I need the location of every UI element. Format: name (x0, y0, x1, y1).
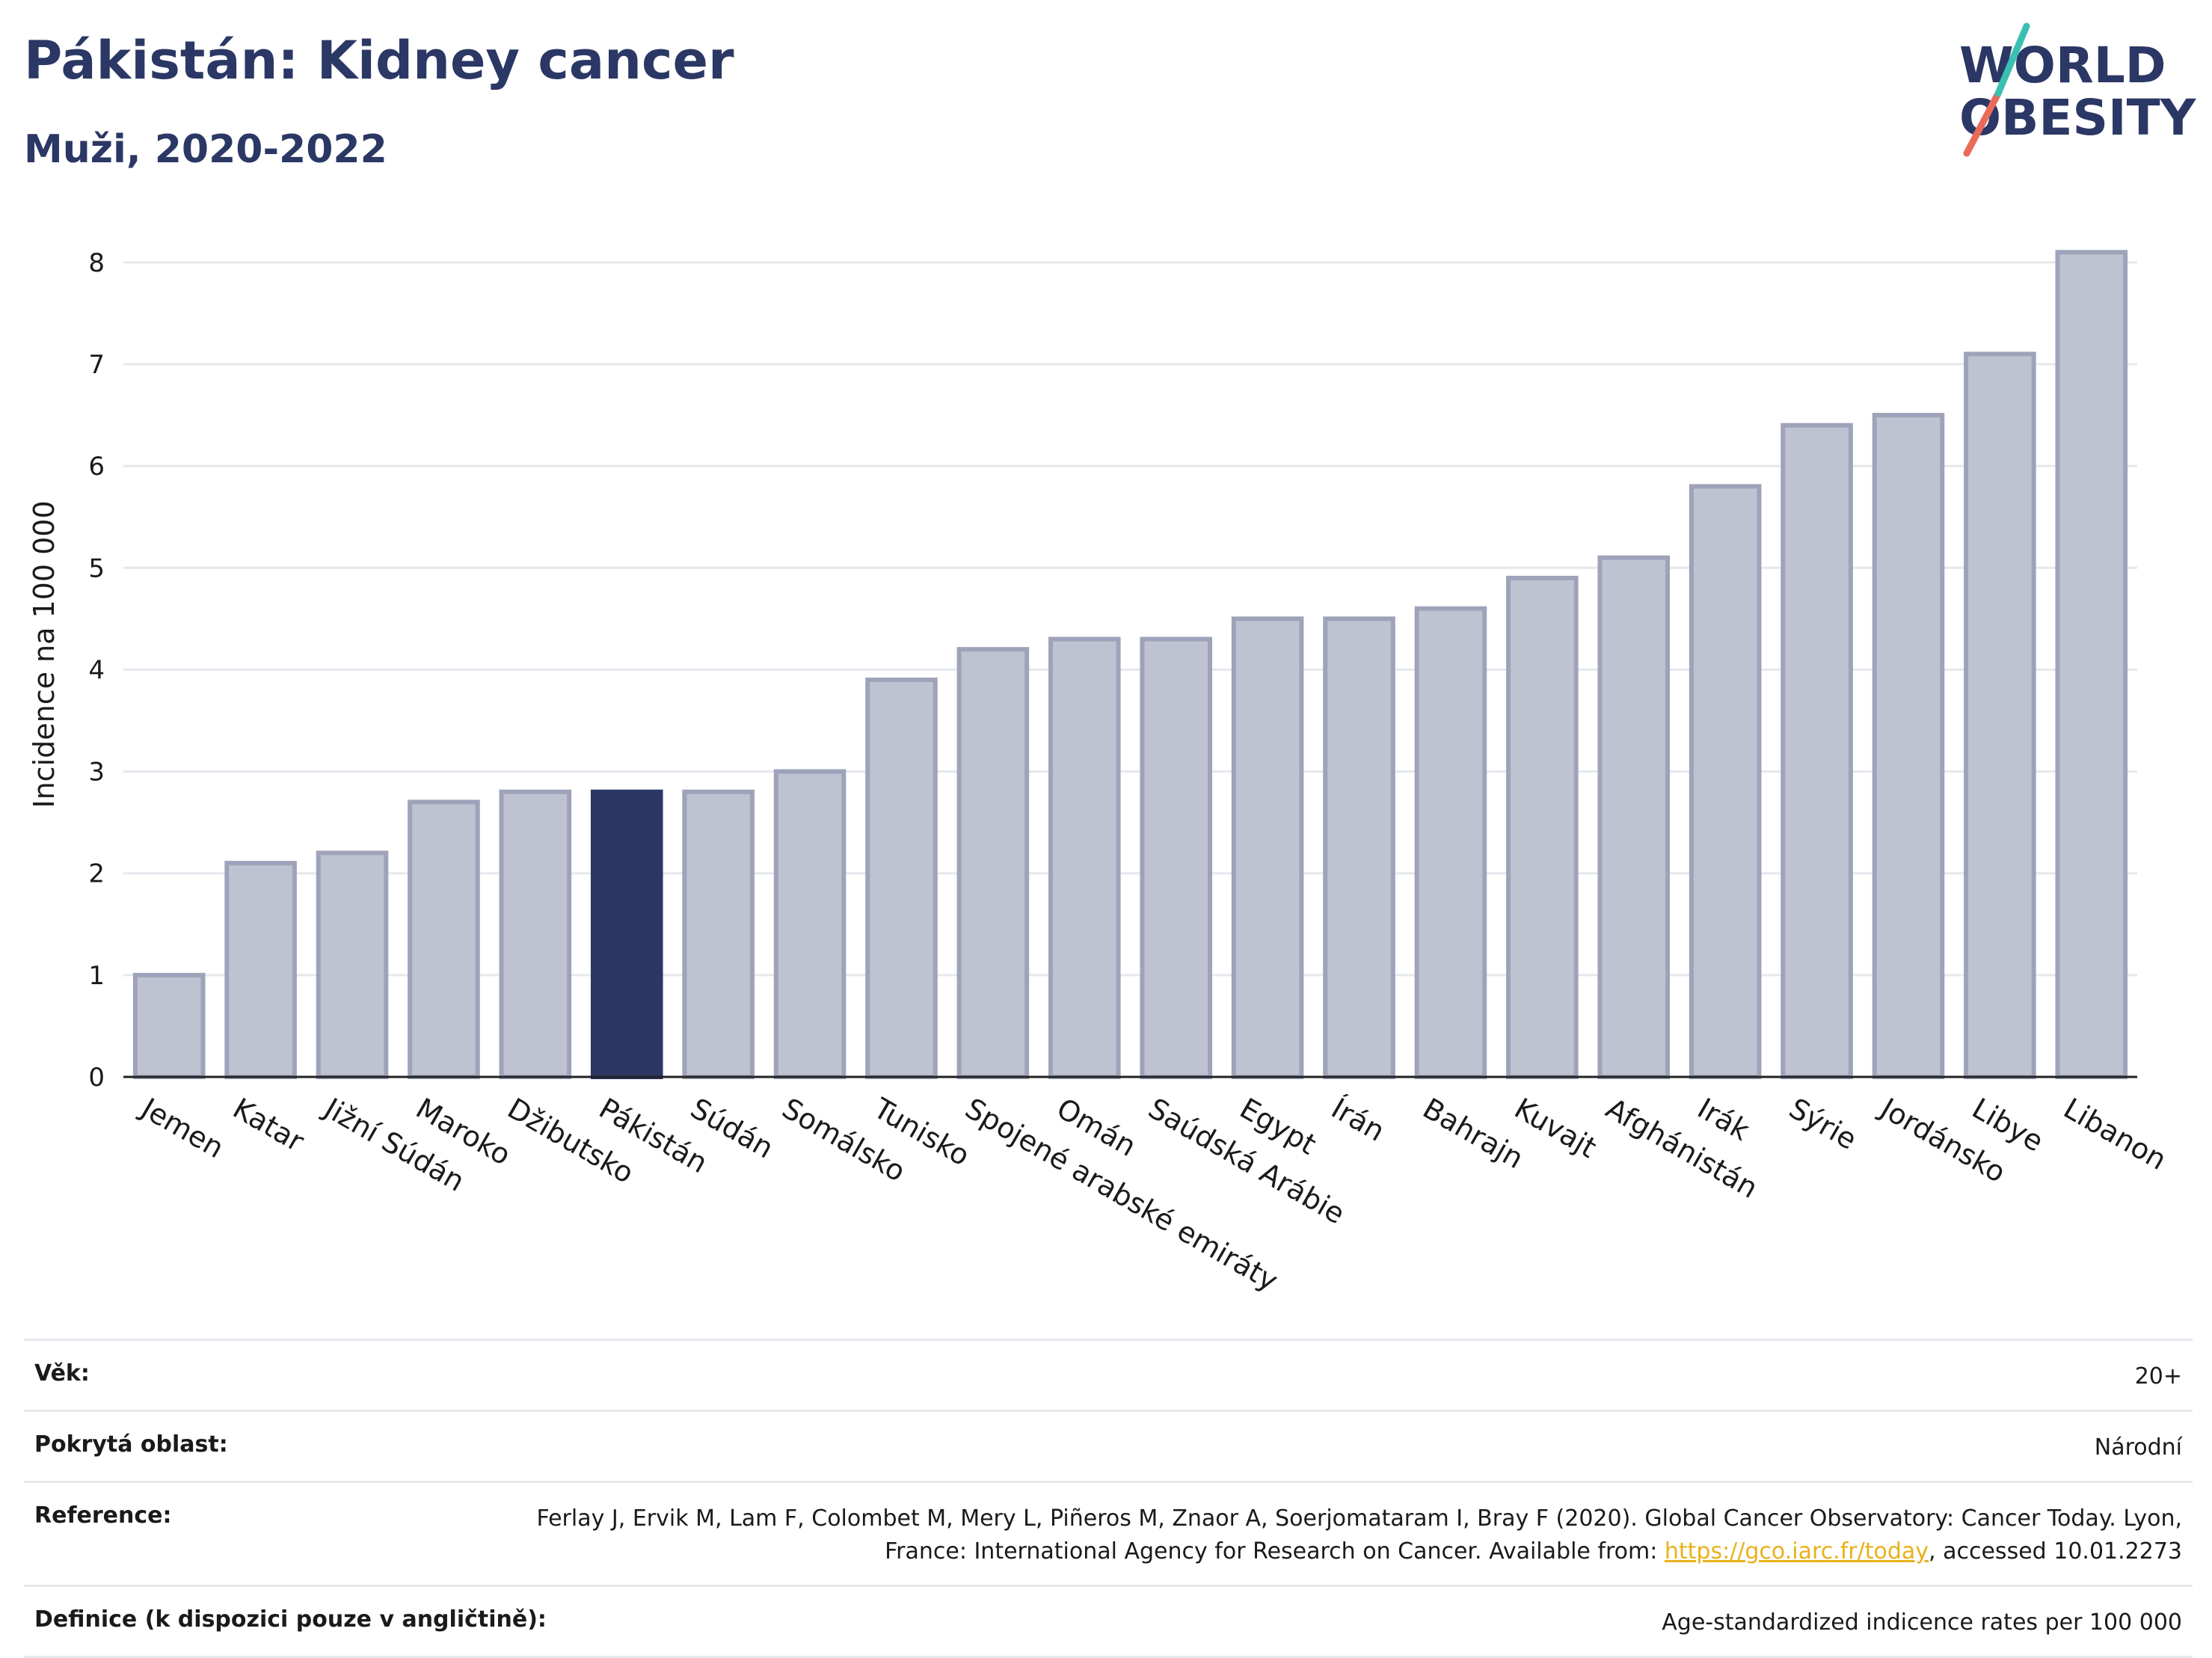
area-label: Pokrytá oblast: (34, 1431, 228, 1458)
reference-text-end: , accessed 10.01.2273 (1929, 1538, 2182, 1565)
meta-row-age: Věk: 20+ (24, 1339, 2193, 1410)
bar-11[interactable] (1140, 636, 1212, 1079)
x-tick-label: Jemen (135, 1091, 230, 1165)
reference-text: Ferlay J, Ervik M, Lam F, Colombet M, Me… (536, 1505, 2182, 1565)
definition-value: Age-standardized indicence rates per 100… (1662, 1609, 2182, 1636)
bar-16[interactable] (1597, 555, 1671, 1079)
world-obesity-logo: WORLD OBESITY (1959, 22, 2197, 157)
x-tick-label: Libanon (2058, 1092, 2172, 1176)
age-value: 20+ (2134, 1363, 2182, 1390)
bar-8[interactable] (865, 678, 938, 1079)
metadata-table: Věk: 20+ Pokrytá oblast: Národní Referen… (24, 1339, 2193, 1658)
y-tick-label: 0 (88, 1063, 105, 1093)
bar-13[interactable] (1323, 616, 1395, 1079)
chart-title: Pákistán: Kidney cancer (24, 30, 734, 91)
x-tick-label: Irák (1692, 1092, 1755, 1147)
x-tick-label: Sýrie (1784, 1092, 1862, 1156)
bar-19[interactable] (1872, 413, 1945, 1079)
meta-row-reference: Reference: Ferlay J, Ervik M, Lam F, Col… (24, 1481, 2193, 1585)
bar-18[interactable] (1781, 423, 1853, 1080)
x-tick-label: Katar (227, 1092, 310, 1158)
bar-5[interactable] (590, 789, 663, 1079)
definition-label: Definice (k dispozici pouze v angličtině… (34, 1606, 547, 1633)
bar-6[interactable] (682, 789, 755, 1079)
reference-link[interactable]: https://gco.iarc.fr/today (1664, 1538, 1929, 1565)
y-tick-label: 7 (88, 350, 105, 380)
y-tick-label: 8 (88, 248, 105, 278)
bar-20[interactable] (1964, 351, 2036, 1080)
bar-1[interactable] (224, 861, 297, 1079)
bar-21[interactable] (2055, 250, 2128, 1080)
bar-12[interactable] (1231, 616, 1304, 1079)
bar-10[interactable] (1048, 636, 1121, 1079)
y-tick-label: 1 (88, 961, 105, 991)
bar-9[interactable] (956, 647, 1030, 1079)
x-tick-label: Bahrajn (1417, 1092, 1529, 1176)
bar-4[interactable] (499, 789, 572, 1079)
reference-value: Ferlay J, Ervik M, Lam F, Colombet M, Me… (462, 1502, 2182, 1568)
bars (132, 250, 2128, 1080)
meta-row-area: Pokrytá oblast: Národní (24, 1410, 2193, 1481)
x-tick-label: Írán (1326, 1092, 1390, 1148)
meta-row-definition: Definice (k dispozici pouze v angličtině… (24, 1585, 2193, 1658)
bar-0[interactable] (132, 972, 206, 1080)
bar-7[interactable] (773, 769, 847, 1080)
y-tick-label: 3 (88, 758, 105, 787)
y-tick-label: 2 (88, 859, 105, 889)
reference-label: Reference: (34, 1502, 172, 1529)
y-tick-label: 4 (88, 655, 105, 685)
svg-text:WORLD: WORLD (1959, 37, 2166, 94)
bar-14[interactable] (1414, 606, 1487, 1079)
bar-17[interactable] (1689, 484, 1762, 1079)
chart-subtitle: Muži, 2020-2022 (24, 127, 387, 172)
y-tick-label: 5 (88, 553, 105, 583)
y-tick-label: 6 (88, 452, 105, 482)
bar-2[interactable] (316, 850, 389, 1079)
bar-15[interactable] (1506, 575, 1579, 1079)
age-label: Věk: (34, 1360, 90, 1387)
y-axis-title: Incidence na 100 000 (28, 500, 61, 808)
bar-3[interactable] (408, 799, 480, 1080)
area-value: Národní (2094, 1434, 2182, 1461)
